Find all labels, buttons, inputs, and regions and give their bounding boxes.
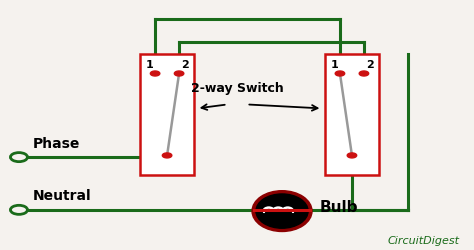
Bar bbox=[140, 55, 194, 175]
Circle shape bbox=[347, 153, 357, 158]
Ellipse shape bbox=[256, 194, 308, 228]
Text: 2: 2 bbox=[181, 60, 189, 70]
Circle shape bbox=[359, 72, 369, 77]
Circle shape bbox=[150, 72, 160, 77]
Text: Phase: Phase bbox=[33, 136, 81, 150]
Text: Neutral: Neutral bbox=[33, 188, 92, 202]
Text: 2-way Switch: 2-way Switch bbox=[191, 82, 283, 95]
Text: CircuitDigest: CircuitDigest bbox=[388, 235, 460, 245]
Text: 1: 1 bbox=[330, 60, 338, 70]
Circle shape bbox=[335, 72, 345, 77]
Circle shape bbox=[162, 153, 172, 158]
Ellipse shape bbox=[252, 191, 312, 232]
Text: Bulb: Bulb bbox=[320, 199, 358, 214]
Text: 2: 2 bbox=[366, 60, 374, 70]
Circle shape bbox=[174, 72, 184, 77]
Text: 1: 1 bbox=[146, 60, 153, 70]
Bar bbox=[325, 55, 379, 175]
